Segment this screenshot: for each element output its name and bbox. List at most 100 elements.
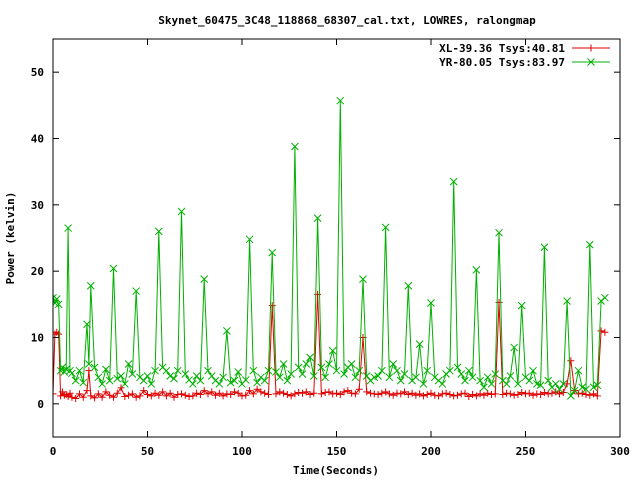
- data-point: [238, 392, 246, 400]
- data-point: [480, 391, 488, 399]
- data-point: [125, 391, 133, 399]
- data-point: [446, 391, 454, 399]
- data-point: [246, 387, 254, 395]
- data-point: [419, 380, 428, 388]
- data-point: [68, 369, 76, 378]
- data-point: [461, 376, 469, 385]
- data-point: [480, 383, 488, 392]
- data-point: [245, 235, 254, 244]
- legend-label-xl: XL-39.36 Tsys:40.81: [439, 42, 565, 55]
- x-tick-label: 50: [141, 445, 154, 458]
- data-point: [249, 390, 257, 398]
- y-tick-label: 50: [31, 66, 44, 79]
- data-point: [102, 388, 110, 396]
- data-point: [162, 366, 171, 375]
- data-point: [427, 389, 435, 397]
- data-point: [348, 389, 356, 397]
- data-point: [71, 376, 80, 385]
- data-point: [66, 389, 74, 397]
- data-point: [264, 391, 272, 399]
- data-point: [75, 366, 84, 375]
- data-point: [544, 390, 552, 398]
- data-point: [298, 389, 306, 397]
- data-point: [317, 363, 326, 372]
- data-point: [567, 357, 575, 365]
- data-point: [309, 372, 318, 380]
- data-point: [155, 391, 163, 399]
- data-point: [367, 389, 375, 397]
- data-point: [313, 214, 322, 222]
- data-point: [423, 391, 431, 399]
- data-point: [340, 370, 348, 378]
- data-point: [355, 385, 363, 393]
- data-point: [491, 370, 500, 378]
- data-point: [215, 380, 224, 388]
- data-point: [340, 388, 348, 396]
- data-point: [162, 392, 170, 400]
- data-point: [230, 388, 238, 396]
- data-point: [449, 177, 458, 186]
- data-point: [487, 380, 496, 388]
- data-point: [154, 227, 163, 236]
- data-point: [54, 300, 63, 309]
- data-point: [593, 381, 602, 390]
- data-point: [555, 385, 564, 394]
- x-tick-label: 0: [50, 445, 57, 458]
- data-point: [551, 380, 560, 388]
- data-point: [181, 370, 190, 378]
- data-point: [72, 395, 80, 403]
- data-point: [283, 391, 291, 399]
- data-point: [540, 389, 548, 397]
- data-point: [431, 391, 439, 399]
- data-point: [442, 389, 450, 397]
- data-point: [589, 383, 598, 392]
- data-point: [593, 392, 601, 400]
- data-point: [499, 391, 507, 399]
- data-point: [465, 393, 473, 401]
- data-point: [382, 388, 390, 396]
- data-point: [495, 228, 503, 237]
- data-point: [552, 388, 560, 396]
- y-tick-label: 10: [31, 332, 44, 345]
- data-point: [55, 330, 63, 338]
- data-point: [435, 392, 443, 400]
- data-point: [355, 366, 364, 375]
- data-point: [468, 373, 477, 382]
- data-point: [476, 376, 484, 385]
- data-point: [87, 392, 95, 400]
- chart-title: Skynet_60475_3C48_118868_68307_cal.txt, …: [158, 14, 536, 27]
- data-point: [113, 389, 121, 397]
- y-tick-label: 20: [31, 265, 44, 278]
- data-point: [287, 392, 295, 400]
- data-point: [578, 383, 587, 392]
- data-point: [287, 370, 295, 378]
- data-point: [559, 389, 567, 397]
- x-axis: 0 50 100 150 200 250 300: [50, 39, 630, 458]
- data-point: [113, 374, 122, 383]
- data-point: [548, 389, 556, 397]
- data-point: [374, 372, 382, 380]
- data-point: [529, 366, 537, 375]
- data-point: [556, 390, 564, 398]
- data-point: [381, 223, 390, 232]
- data-point: [230, 376, 239, 385]
- data-point: [374, 391, 382, 399]
- data-point: [140, 387, 148, 395]
- data-point: [207, 372, 216, 380]
- data-point: [151, 389, 159, 397]
- data-point: [306, 353, 314, 362]
- data-point: [525, 376, 534, 385]
- data-point: [514, 391, 522, 399]
- data-point: [415, 340, 424, 348]
- data-point: [181, 391, 189, 399]
- data-point: [136, 392, 144, 400]
- data-point: [53, 295, 61, 303]
- data-point: [121, 393, 129, 401]
- legend-entry-xl: XL-39.36 Tsys:40.81: [439, 42, 610, 55]
- data-point: [419, 392, 427, 400]
- data-point: [362, 372, 371, 380]
- data-point: [166, 372, 175, 380]
- data-point: [457, 370, 466, 378]
- data-point: [170, 393, 178, 401]
